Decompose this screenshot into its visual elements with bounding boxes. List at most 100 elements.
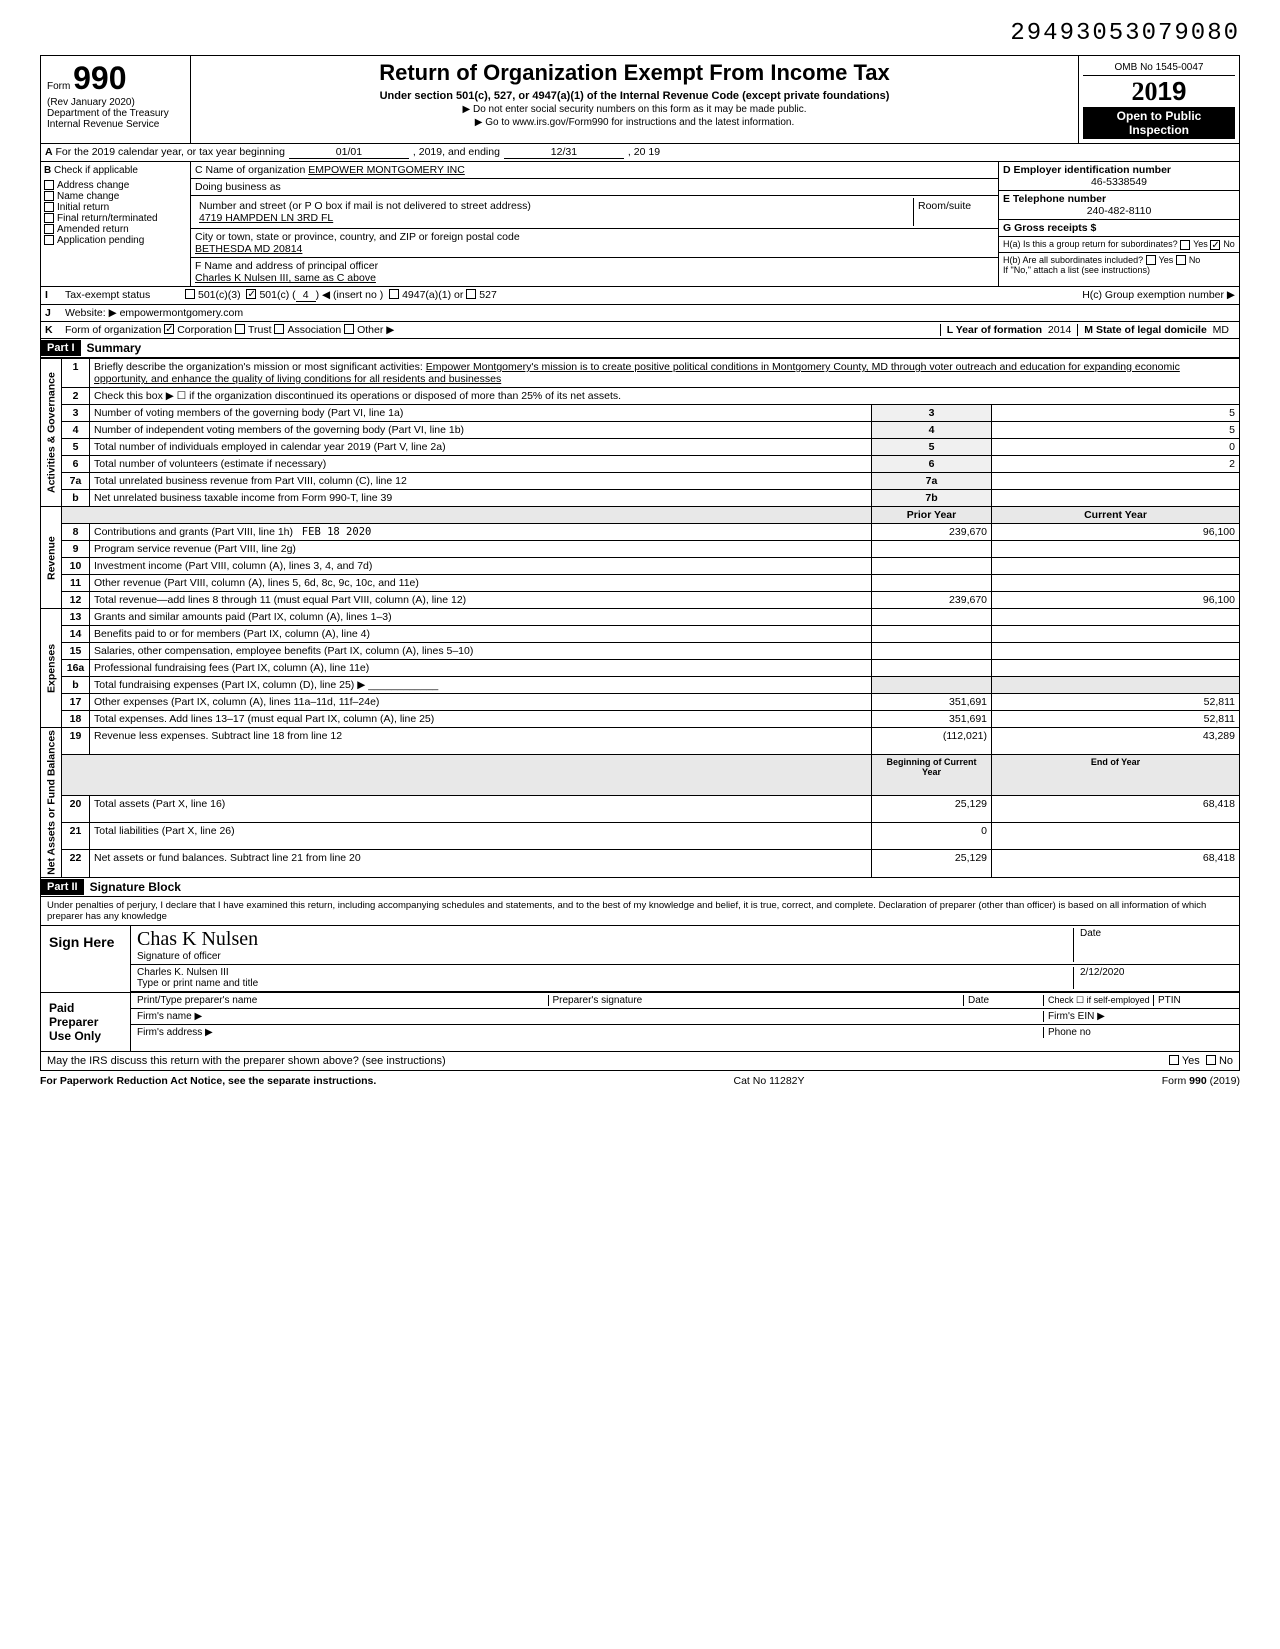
lbl-discuss-yes: Yes — [1182, 1055, 1200, 1067]
prior-year-hdr: Prior Year — [872, 507, 992, 524]
lbl-4947: 4947(a)(1) or — [402, 289, 463, 302]
lbl-initial: Initial return — [57, 202, 109, 213]
val-18-prior: 351,691 — [872, 711, 992, 728]
row-i: I Tax-exempt status 501(c)(3) 501(c) ( 4… — [40, 287, 1240, 305]
lbl-final: Final return/terminated — [57, 213, 158, 224]
row-a: A For the 2019 calendar year, or tax yea… — [40, 144, 1240, 162]
chk-hb-no[interactable] — [1176, 255, 1186, 265]
chk-discuss-no[interactable] — [1206, 1055, 1216, 1065]
line-18-num: 18 — [62, 711, 90, 728]
line-11: Other revenue (Part VIII, column (A), li… — [90, 575, 872, 592]
chk-name-change[interactable] — [44, 191, 54, 201]
m-label: M State of legal domicile — [1084, 324, 1207, 336]
year-formation: 2014 — [1048, 324, 1071, 336]
val-7a — [992, 473, 1240, 490]
chk-other[interactable] — [344, 324, 354, 334]
chk-trust[interactable] — [235, 324, 245, 334]
chk-ha-yes[interactable] — [1180, 240, 1190, 250]
firm-ein-label: Firm's EIN ▶ — [1043, 1011, 1233, 1022]
part2-header: Part II Signature Block — [40, 878, 1240, 897]
chk-hb-yes[interactable] — [1146, 255, 1156, 265]
line-20: Total assets (Part X, line 16) — [90, 795, 872, 822]
signature-block: Under penalties of perjury, I declare th… — [40, 897, 1240, 1071]
val-7b — [992, 490, 1240, 507]
label-i: I — [45, 289, 65, 302]
box-7a: 7a — [872, 473, 992, 490]
val-17-curr: 52,811 — [992, 694, 1240, 711]
box-6: 6 — [872, 456, 992, 473]
street-addr: 4719 HAMPDEN LN 3RD FL — [199, 212, 333, 224]
open-public: Open to PublicInspection — [1083, 107, 1235, 139]
sign-here-label: Sign Here — [41, 926, 131, 992]
check-self-employed: Check ☐ if self-employed — [1043, 995, 1153, 1006]
chk-final[interactable] — [44, 213, 54, 223]
chk-discuss-yes[interactable] — [1169, 1055, 1179, 1065]
val-22-prior: 25,129 — [872, 850, 992, 877]
hb-text: H(b) Are all subordinates included? — [1003, 255, 1143, 265]
lbl-no: No — [1223, 239, 1235, 249]
chk-assoc[interactable] — [274, 324, 284, 334]
header-right: OMB No 1545-0047 20201919 Open to Public… — [1079, 56, 1239, 143]
val-20-prior: 25,129 — [872, 795, 992, 822]
telephone: 240-482-8110 — [1003, 205, 1235, 217]
line-10: Investment income (Part VIII, column (A)… — [90, 558, 872, 575]
end-year-hdr: End of Year — [992, 755, 1240, 795]
ha-text: H(a) Is this a group return for subordin… — [1003, 239, 1178, 249]
officer-name: Charles K Nulsen III, same as C above — [195, 272, 376, 284]
chk-527[interactable] — [466, 289, 476, 299]
website-label: Website: ▶ — [65, 307, 117, 319]
val-19-curr: 43,289 — [992, 728, 1240, 755]
label-b: B — [44, 165, 51, 176]
chk-corp[interactable] — [164, 324, 174, 334]
name-label: C Name of organization — [195, 164, 305, 176]
val-18-curr: 52,811 — [992, 711, 1240, 728]
firm-name-label: Firm's name ▶ — [137, 1011, 1043, 1022]
line-16b: Total fundraising expenses (Part IX, col… — [90, 677, 872, 694]
subtitle-2a: ▶ Do not enter social security numbers o… — [199, 104, 1070, 115]
label-k: K — [45, 324, 65, 336]
row-k: K Form of organization Corporation Trust… — [40, 322, 1240, 339]
dba-label: Doing business as — [195, 181, 281, 193]
city-state-zip: BETHESDA MD 20814 — [195, 243, 302, 255]
val-17-prior: 351,691 — [872, 694, 992, 711]
vert-netassets: Net Assets or Fund Balances — [41, 728, 62, 878]
tax-exempt-label: Tax-exempt status — [65, 289, 185, 302]
chk-ha-no[interactable] — [1210, 240, 1220, 250]
lbl-name-change: Name change — [57, 191, 119, 202]
lbl-no2: No — [1189, 255, 1201, 265]
chk-initial[interactable] — [44, 202, 54, 212]
lbl-assoc: Association — [287, 324, 341, 336]
chk-501c3[interactable] — [185, 289, 195, 299]
rev-line: (Rev January 2020) — [47, 97, 135, 108]
sig-officer-label: Signature of officer — [137, 951, 221, 962]
chk-amended[interactable] — [44, 224, 54, 234]
line-7a-num: 7a — [62, 473, 90, 490]
line-6: Total number of volunteers (estimate if … — [90, 456, 872, 473]
signature-image: Chas K Nulsen — [137, 928, 1073, 951]
footer-mid: Cat No 11282Y — [734, 1075, 805, 1087]
chk-address-change[interactable] — [44, 180, 54, 190]
line-7b-num: b — [62, 490, 90, 507]
hb-note: If "No," attach a list (see instructions… — [1003, 265, 1150, 275]
vert-expenses: Expenses — [41, 609, 62, 728]
part1-label: Part I — [41, 340, 81, 356]
line-8: Contributions and grants (Part VIII, lin… — [90, 524, 872, 541]
insert-tail: ) ◀ (insert no ) — [316, 289, 384, 302]
form-org-label: Form of organization — [65, 324, 161, 336]
year-end: 12/31 — [504, 146, 624, 159]
chk-501c[interactable] — [246, 289, 256, 299]
perjury-statement: Under penalties of perjury, I declare th… — [41, 897, 1239, 926]
room-label: Room/suite — [918, 200, 971, 212]
line-15-num: 15 — [62, 643, 90, 660]
line-5-num: 5 — [62, 439, 90, 456]
begin-year-hdr: Beginning of Current Year — [872, 755, 992, 795]
website: empowermontgomery.com — [120, 307, 244, 319]
lbl-yes: Yes — [1193, 239, 1208, 249]
prep-date-label: Date — [963, 995, 1043, 1006]
lbl-corp: Corporation — [177, 324, 232, 336]
chk-pending[interactable] — [44, 235, 54, 245]
chk-4947[interactable] — [389, 289, 399, 299]
val-12-prior: 239,670 — [872, 592, 992, 609]
line-19: Revenue less expenses. Subtract line 18 … — [90, 728, 872, 755]
box-5: 5 — [872, 439, 992, 456]
